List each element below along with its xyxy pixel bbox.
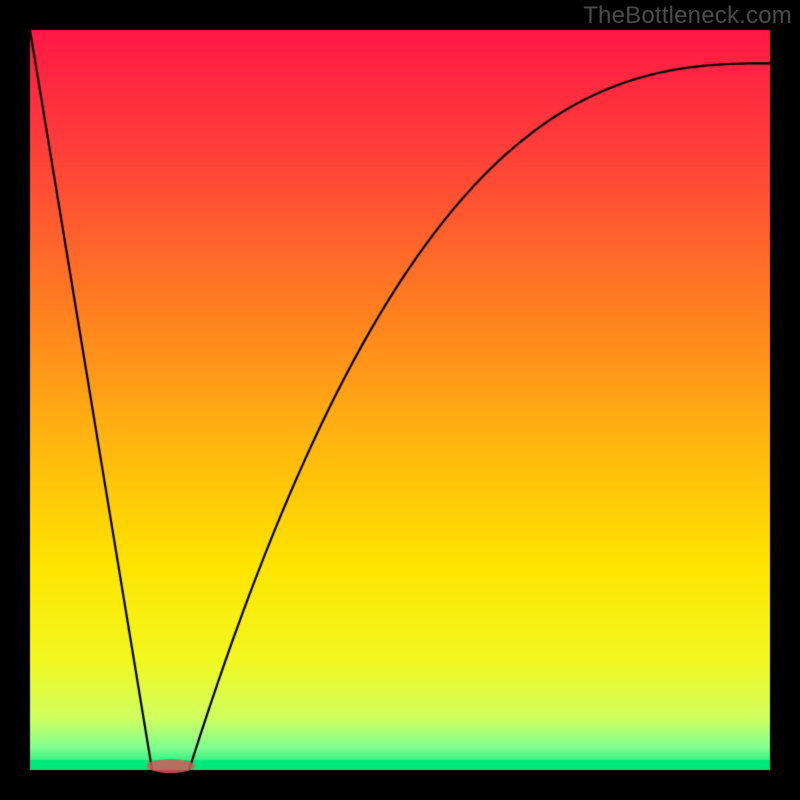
chart-container: TheBottleneck.com <box>0 0 800 800</box>
bottleneck-chart-canvas <box>0 0 800 800</box>
watermark-label: TheBottleneck.com <box>583 2 792 30</box>
